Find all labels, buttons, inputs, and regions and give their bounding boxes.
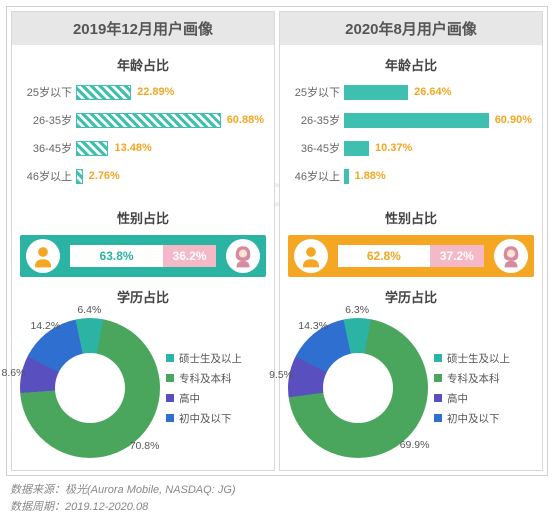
age-label: 25岁以下 (22, 84, 76, 100)
panel-title: 2019年12月用户画像 (12, 12, 274, 45)
legend-label: 高中 (179, 391, 200, 406)
edu-title: 学历占比 (12, 287, 274, 306)
age-row: 26-35岁 60.88% (22, 108, 264, 132)
age-bar (344, 85, 408, 100)
edu-chart: 6.4%70.8%8.6%14.2%硕士生及以上专科及本科高中初中及以下 (12, 312, 274, 470)
age-value: 2.76% (89, 170, 120, 182)
legend-item: 专科及本科 (434, 371, 510, 386)
donut-pct-label: 70.8% (130, 440, 160, 452)
age-bar (76, 169, 83, 184)
age-row: 26-35岁 60.90% (290, 108, 532, 132)
legend-label: 硕士生及以上 (179, 351, 242, 366)
legend-item: 高中 (166, 391, 242, 406)
legend-swatch (434, 394, 442, 402)
legend-label: 初中及以下 (447, 411, 500, 426)
age-bar (344, 113, 489, 128)
age-label: 46岁以上 (22, 168, 76, 184)
edu-legend: 硕士生及以上专科及本科高中初中及以下 (166, 346, 242, 431)
footer-source: 数据来源：极光(Aurora Mobile, NASDAQ: JG) (10, 482, 544, 499)
age-row: 25岁以下 26.64% (290, 80, 532, 104)
legend-swatch (166, 394, 174, 402)
legend-swatch (434, 374, 442, 382)
age-chart: 25岁以下 26.64% 26-35岁 60.90% 36-45岁 10.37% 46岁以上… (280, 80, 542, 198)
age-title: 年龄占比 (280, 55, 542, 74)
gender-male-pct: 63.8% (70, 245, 163, 267)
age-row: 46岁以上 1.88% (290, 164, 532, 188)
age-bar (76, 141, 108, 156)
donut: 6.3%69.9%9.5%14.3% (288, 318, 428, 458)
age-label: 26-35岁 (22, 112, 76, 128)
footer: 数据来源：极光(Aurora Mobile, NASDAQ: JG) 数据周期：… (10, 482, 544, 515)
age-row: 25岁以下 22.89% (22, 80, 264, 104)
legend-label: 硕士生及以上 (447, 351, 510, 366)
age-label: 46岁以上 (290, 168, 344, 184)
age-label: 26-35岁 (290, 112, 344, 128)
legend-swatch (434, 414, 442, 422)
donut-pct-label: 8.6% (2, 367, 26, 379)
donut-pct-label: 6.4% (77, 304, 101, 316)
edu-title: 学历占比 (280, 287, 542, 306)
age-label: 36-45岁 (290, 140, 344, 156)
age-value: 13.48% (114, 142, 151, 154)
panel-2019: 2019年12月用户画像年龄占比 25岁以下 22.89% 26-35岁 60.88% 3… (11, 11, 275, 471)
age-bar (76, 113, 221, 128)
female-avatar-icon (226, 239, 260, 273)
age-row: 46岁以上 2.76% (22, 164, 264, 188)
donut: 6.4%70.8%8.6%14.2% (20, 318, 160, 458)
legend-item: 硕士生及以上 (434, 351, 510, 366)
legend-item: 初中及以下 (166, 411, 242, 426)
age-value: 10.37% (375, 142, 412, 154)
legend-label: 专科及本科 (179, 371, 232, 386)
age-title: 年龄占比 (12, 55, 274, 74)
legend-item: 硕士生及以上 (166, 351, 242, 366)
gender-male-pct: 62.8% (338, 245, 430, 267)
legend-label: 专科及本科 (447, 371, 500, 386)
legend-label: 初中及以下 (179, 411, 232, 426)
age-row: 36-45岁 10.37% (290, 136, 532, 160)
gender-band: 62.8%37.2% (288, 235, 534, 277)
age-value: 22.89% (137, 86, 174, 98)
age-value: 26.64% (414, 86, 451, 98)
donut-pct-label: 69.9% (400, 439, 430, 451)
age-value: 60.90% (495, 114, 532, 126)
gender-title: 性别占比 (280, 208, 542, 227)
legend-swatch (166, 374, 174, 382)
age-bar (76, 85, 131, 100)
age-bar (344, 141, 369, 156)
age-label: 36-45岁 (22, 140, 76, 156)
gender-female-pct: 36.2% (163, 245, 216, 267)
chart-container: URORA 2019年12月用户画像年龄占比25岁以下22.89%26-35岁6… (6, 6, 548, 476)
footer-period: 数据周期：2019.12-2020.08 (10, 499, 544, 516)
panel-2020: 2020年8月用户画像年龄占比 25岁以下 26.64% 26-35岁 60.90% 36… (279, 11, 543, 471)
legend-swatch (434, 354, 442, 362)
female-avatar-icon (494, 239, 528, 273)
gender-title: 性别占比 (12, 208, 274, 227)
age-value: 60.88% (227, 114, 264, 126)
legend-label: 高中 (447, 391, 468, 406)
age-label: 25岁以下 (290, 84, 344, 100)
male-avatar-icon (26, 239, 60, 273)
gender-band: 63.8%36.2% (20, 235, 266, 277)
legend-item: 专科及本科 (166, 371, 242, 386)
gender-female-pct: 37.2% (430, 245, 484, 267)
age-chart: 25岁以下 22.89% 26-35岁 60.88% 36-45岁 13.48% 46岁以上… (12, 80, 274, 198)
edu-chart: 6.3%69.9%9.5%14.3%硕士生及以上专科及本科高中初中及以下 (280, 312, 542, 470)
legend-item: 高中 (434, 391, 510, 406)
age-row: 36-45岁 13.48% (22, 136, 264, 160)
male-avatar-icon (294, 239, 328, 273)
legend-swatch (166, 414, 174, 422)
donut-pct-label: 9.5% (269, 369, 293, 381)
donut-pct-label: 6.3% (345, 304, 369, 316)
panel-title: 2020年8月用户画像 (280, 12, 542, 45)
legend-item: 初中及以下 (434, 411, 510, 426)
edu-legend: 硕士生及以上专科及本科高中初中及以下 (434, 346, 510, 431)
donut-pct-label: 14.2% (30, 320, 60, 332)
legend-swatch (166, 354, 174, 362)
age-value: 1.88% (355, 170, 386, 182)
age-bar (344, 169, 349, 184)
donut-pct-label: 14.3% (298, 320, 328, 332)
